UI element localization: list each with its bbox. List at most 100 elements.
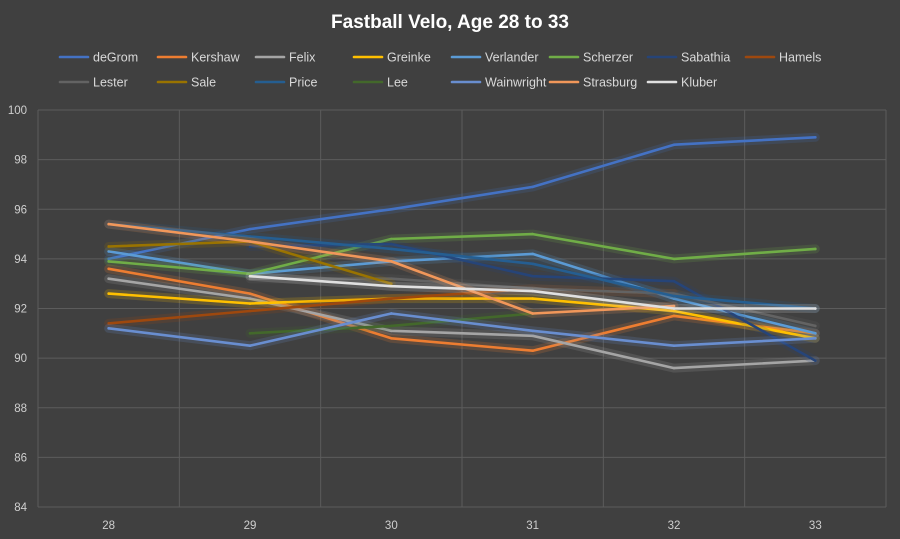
data-point (531, 185, 534, 189)
legend-label: Verlander (485, 51, 539, 65)
legend: deGrom Kershaw Felix Greinke Verlander Scherz… (58, 51, 821, 90)
data-point (107, 322, 110, 325)
legend-item-lee: Lee (352, 76, 408, 90)
series-kershaw (104, 264, 820, 356)
y-tick-label: 90 (14, 353, 27, 365)
data-point (248, 297, 252, 300)
data-point (672, 344, 676, 348)
data-point (531, 329, 534, 333)
legend-item-price: Price (254, 76, 318, 90)
legend-item-sale: Sale (156, 76, 216, 90)
data-point (107, 292, 110, 295)
data-point (390, 297, 393, 300)
data-point (390, 312, 393, 315)
legend-label: Kluber (681, 76, 717, 90)
legend-label: Lee (387, 76, 408, 90)
x-tick-label: 28 (102, 520, 115, 532)
data-point (248, 344, 252, 348)
data-point (390, 329, 393, 333)
data-point (672, 294, 676, 298)
series-line (107, 312, 817, 348)
data-point (672, 309, 676, 313)
data-point (672, 366, 676, 370)
legend-item-wainwright: Wainwright (450, 76, 547, 90)
data-point (672, 257, 676, 261)
data-point (531, 334, 534, 338)
legend-label: Price (289, 76, 318, 90)
series-line (107, 292, 817, 340)
data-point (390, 284, 393, 288)
data-point (107, 267, 110, 271)
data-point (107, 277, 110, 281)
y-tick-label: 84 (14, 502, 27, 514)
legend-item-scherzer: Scherzer (548, 51, 633, 65)
data-point (531, 232, 534, 236)
data-point (531, 274, 534, 278)
data-point (248, 302, 252, 305)
series-group (104, 132, 820, 373)
series-strasburg (104, 219, 679, 318)
data-point (672, 297, 676, 300)
series-line (107, 277, 817, 370)
data-point (531, 312, 534, 315)
legend-label: Greinke (387, 51, 431, 65)
series-lester (245, 274, 820, 331)
data-point (390, 277, 393, 281)
x-tick-label: 32 (668, 520, 681, 532)
y-tick-label: 86 (14, 452, 27, 464)
data-point (248, 245, 252, 248)
series-line (107, 222, 817, 310)
x-tick-label: 30 (385, 520, 398, 532)
legend-label: Strasburg (583, 76, 637, 90)
data-point (107, 245, 110, 248)
x-tick-label: 33 (809, 520, 822, 532)
legend-item-kluber: Kluber (646, 76, 717, 90)
data-point (531, 287, 534, 290)
data-point (672, 304, 676, 308)
data-point (814, 247, 817, 251)
y-tick-label: 96 (14, 204, 27, 216)
data-point (531, 289, 534, 293)
data-point (390, 282, 393, 285)
data-point (248, 227, 252, 231)
chart-title: Fastball Velo, Age 28 to 33 (331, 12, 569, 33)
data-point (531, 252, 534, 256)
data-point (672, 143, 676, 147)
series-felix (104, 274, 820, 373)
grid (37, 109, 887, 508)
data-point (107, 260, 110, 263)
y-tick-label: 94 (14, 254, 27, 266)
y-tick-label: 98 (14, 155, 27, 167)
series-kluber (245, 271, 820, 313)
legend-item-sabathia: Sabathia (646, 51, 730, 65)
legend-label: Hamels (779, 51, 821, 65)
series-greinke (104, 289, 820, 343)
y-tick-label: 88 (14, 403, 27, 415)
data-point (531, 349, 534, 352)
data-point (672, 314, 676, 318)
legend-label: Scherzer (583, 51, 633, 65)
legend-label: Kershaw (191, 51, 241, 65)
data-point (672, 307, 676, 310)
legend-label: Lester (93, 76, 128, 90)
x-tick-label: 31 (526, 520, 539, 532)
legend-label: Felix (289, 51, 316, 65)
data-point (814, 324, 817, 328)
legend-item-hamels: Hamels (744, 51, 821, 65)
data-point (107, 222, 110, 226)
data-point (107, 257, 110, 261)
series-line (107, 232, 817, 276)
legend-item-verlander: Verlander (450, 51, 539, 65)
legend-item-lester: Lester (58, 76, 128, 90)
data-point (531, 262, 534, 266)
data-point (814, 359, 817, 362)
x-axis: 28 29 30 31 32 33 (102, 520, 821, 532)
data-point (672, 279, 676, 283)
data-point (390, 324, 393, 328)
series-scherzer (104, 229, 820, 279)
data-point (248, 332, 252, 335)
x-tick-label: 29 (244, 520, 257, 532)
data-point (390, 260, 393, 263)
legend-item-strasburg: Strasburg (548, 76, 637, 90)
